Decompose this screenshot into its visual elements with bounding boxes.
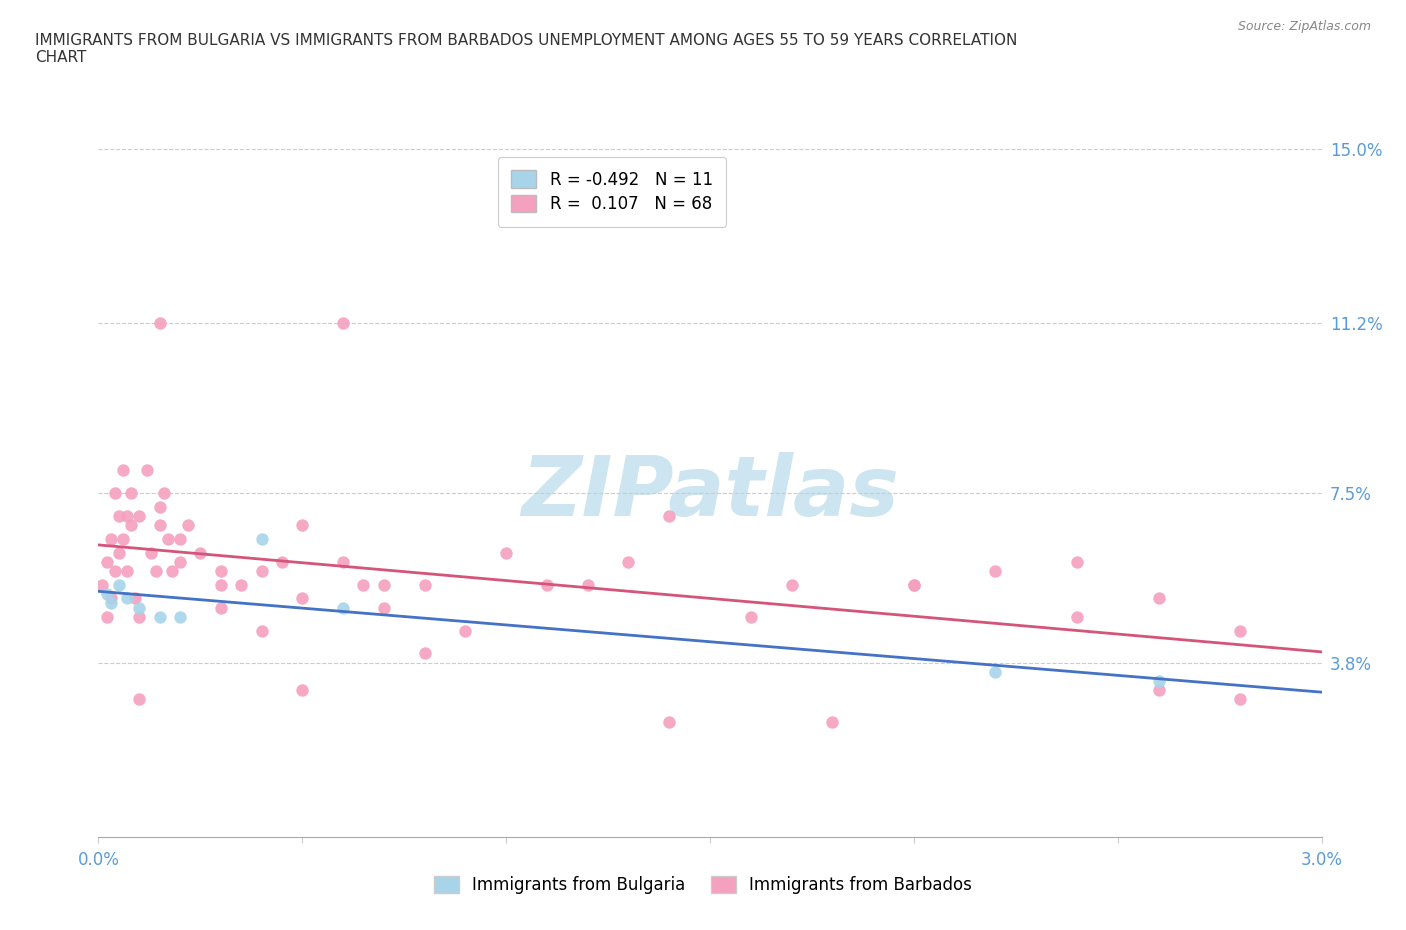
Point <box>128 692 150 707</box>
Point <box>177 518 200 533</box>
Point <box>108 509 131 524</box>
Point <box>149 315 172 330</box>
Point <box>413 578 436 592</box>
Point <box>149 609 172 624</box>
Point <box>780 578 803 592</box>
Point <box>188 545 212 560</box>
Point <box>160 564 183 578</box>
Point <box>169 531 191 546</box>
Point <box>136 462 159 477</box>
Text: IMMIGRANTS FROM BULGARIA VS IMMIGRANTS FROM BARBADOS UNEMPLOYMENT AMONG AGES 55 : IMMIGRANTS FROM BULGARIA VS IMMIGRANTS F… <box>35 33 1018 65</box>
Point <box>332 600 354 615</box>
Point <box>169 609 191 624</box>
Point <box>903 578 925 592</box>
Point <box>124 591 146 605</box>
Point <box>149 499 172 514</box>
Point <box>115 564 138 578</box>
Point <box>120 485 142 500</box>
Point <box>413 646 436 661</box>
Point <box>209 564 232 578</box>
Point <box>96 587 118 602</box>
Point <box>209 600 232 615</box>
Point <box>128 509 150 524</box>
Text: Source: ZipAtlas.com: Source: ZipAtlas.com <box>1237 20 1371 33</box>
Point <box>108 578 131 592</box>
Point <box>250 623 273 638</box>
Point <box>100 591 122 605</box>
Point <box>740 609 762 624</box>
Point <box>250 531 273 546</box>
Point <box>454 623 477 638</box>
Legend: R = -0.492   N = 11, R =  0.107   N = 68: R = -0.492 N = 11, R = 0.107 N = 68 <box>498 157 727 227</box>
Point <box>617 554 640 569</box>
Point <box>352 578 374 592</box>
Point <box>270 554 292 569</box>
Point <box>115 591 138 605</box>
Point <box>903 578 925 592</box>
Point <box>576 578 599 592</box>
Point <box>1147 673 1170 688</box>
Point <box>1066 609 1088 624</box>
Point <box>984 664 1007 679</box>
Point <box>984 564 1007 578</box>
Point <box>96 554 118 569</box>
Point <box>96 609 118 624</box>
Point <box>100 595 122 610</box>
Point <box>111 462 134 477</box>
Point <box>250 564 273 578</box>
Point <box>1147 591 1170 605</box>
Point <box>141 545 163 560</box>
Point <box>658 715 681 730</box>
Point <box>332 315 354 330</box>
Point <box>108 545 131 560</box>
Point <box>1229 692 1251 707</box>
Point <box>152 485 174 500</box>
Point <box>821 715 844 730</box>
Point <box>536 578 558 592</box>
Point <box>120 518 142 533</box>
Point <box>658 509 681 524</box>
Point <box>156 531 179 546</box>
Point <box>291 683 314 698</box>
Point <box>291 518 314 533</box>
Point <box>145 564 167 578</box>
Point <box>291 591 314 605</box>
Point <box>373 600 395 615</box>
Point <box>128 609 150 624</box>
Text: ZIPatlas: ZIPatlas <box>522 452 898 534</box>
Point <box>115 509 138 524</box>
Point <box>104 485 127 500</box>
Point <box>332 554 354 569</box>
Point <box>209 578 232 592</box>
Point <box>128 600 150 615</box>
Point <box>169 554 191 569</box>
Point <box>100 531 122 546</box>
Point <box>104 564 127 578</box>
Point <box>231 578 253 592</box>
Point <box>91 578 114 592</box>
Point <box>111 531 134 546</box>
Point <box>149 518 172 533</box>
Point <box>1229 623 1251 638</box>
Point <box>1147 683 1170 698</box>
Point <box>495 545 517 560</box>
Point <box>373 578 395 592</box>
Point <box>1066 554 1088 569</box>
Legend: Immigrants from Bulgaria, Immigrants from Barbados: Immigrants from Bulgaria, Immigrants fro… <box>420 863 986 908</box>
